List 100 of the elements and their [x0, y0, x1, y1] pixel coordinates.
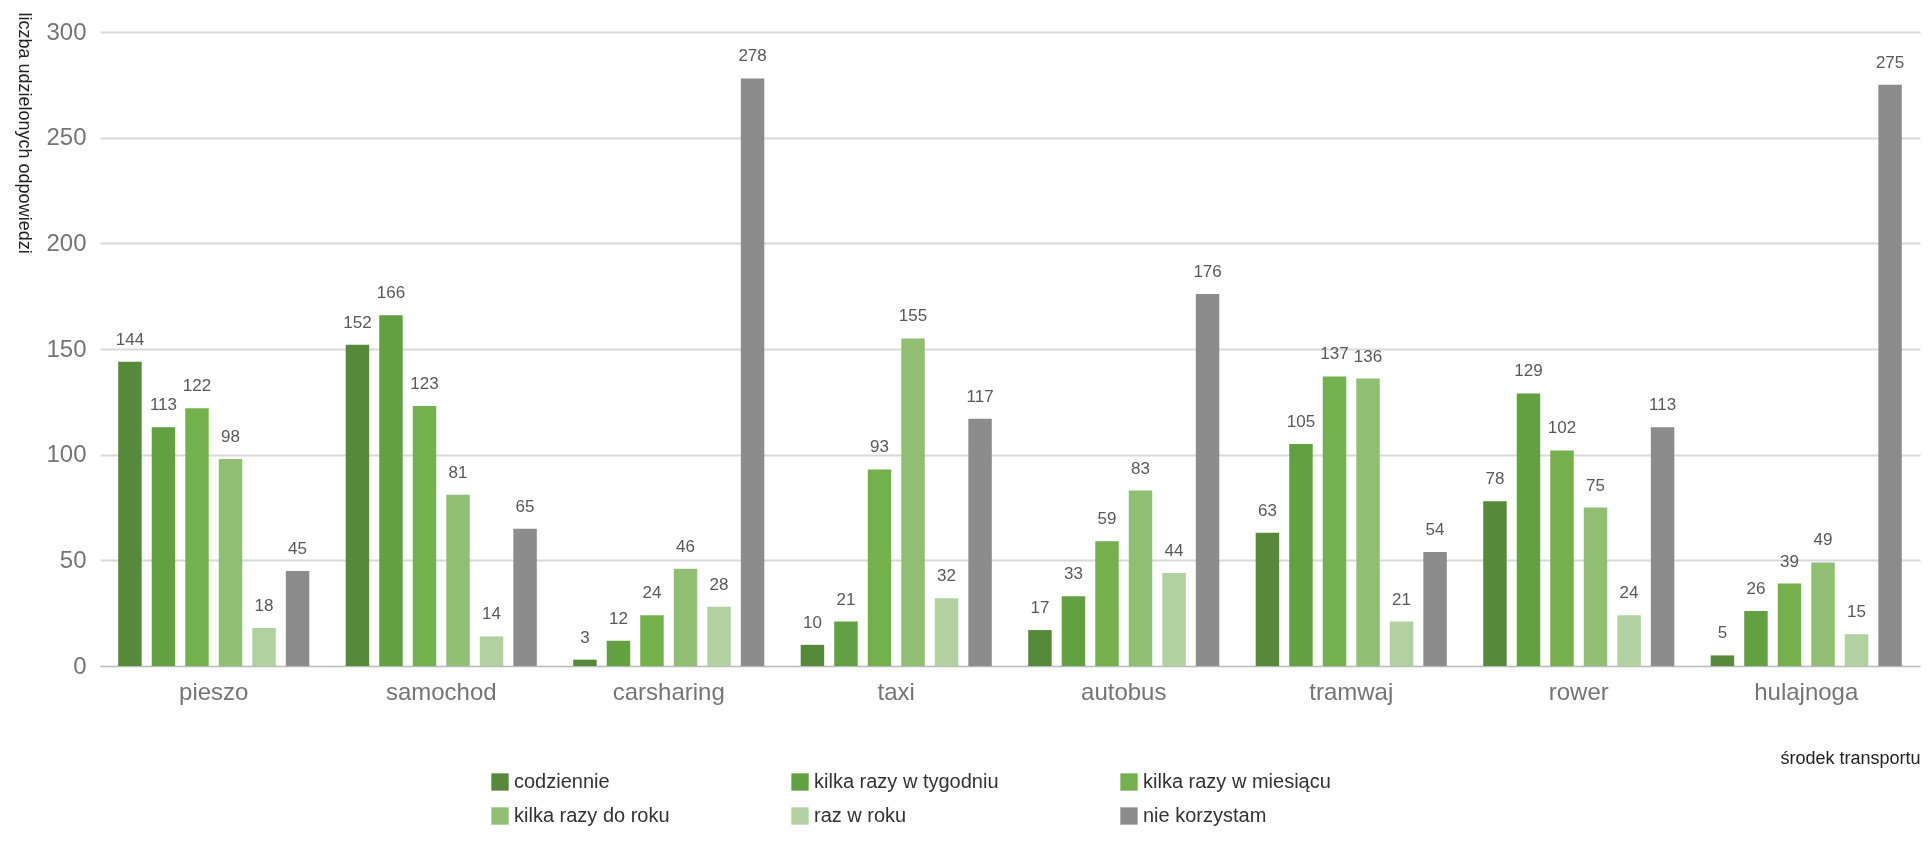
bar — [1583, 507, 1608, 666]
data-label: 155 — [898, 306, 928, 326]
data-label: 54 — [1425, 519, 1445, 539]
bar — [1061, 596, 1086, 666]
bar — [1322, 376, 1347, 666]
data-label: 59 — [1097, 509, 1117, 529]
x-tick-label: autobus — [1081, 677, 1167, 705]
data-label: 102 — [1547, 418, 1577, 438]
bar — [1255, 532, 1280, 666]
bar — [1550, 450, 1574, 666]
bar — [218, 458, 243, 666]
data-label: 65 — [515, 496, 535, 516]
x-axis-title: środek transportu — [1780, 747, 1921, 768]
bar — [1878, 84, 1902, 666]
data-label: 81 — [448, 462, 468, 482]
legend-label: codziennie — [514, 770, 610, 792]
bar — [446, 494, 470, 666]
bar — [412, 406, 437, 666]
legend-label: kilka razy w tygodniu — [814, 770, 999, 792]
data-label: 17 — [1030, 598, 1050, 618]
bar — [1710, 655, 1735, 666]
data-label: 21 — [1392, 589, 1411, 609]
data-label: 144 — [115, 329, 145, 349]
bar — [834, 621, 858, 666]
x-tick-label: carsharing — [612, 677, 725, 705]
data-label: 45 — [288, 538, 308, 558]
y-tick-label: 0 — [73, 651, 87, 679]
bar — [151, 427, 176, 666]
data-label: 93 — [870, 437, 889, 457]
data-label: 152 — [343, 312, 372, 332]
bar — [707, 606, 731, 666]
bar — [285, 570, 310, 666]
y-tick-label: 100 — [46, 440, 87, 468]
legend-label: kilka razy w miesiącu — [1143, 770, 1331, 792]
x-tick-label: hulajnoga — [1754, 677, 1859, 705]
bar — [513, 528, 537, 666]
data-label: 275 — [1875, 52, 1905, 72]
data-label: 21 — [836, 589, 856, 609]
y-tick-label: 200 — [46, 228, 87, 256]
data-label: 166 — [376, 283, 406, 303]
bar — [1744, 611, 1768, 666]
data-label: 26 — [1746, 579, 1766, 599]
data-label: 10 — [802, 612, 822, 632]
data-label: 176 — [1193, 262, 1222, 282]
bar — [379, 315, 403, 666]
data-label: 14 — [482, 604, 501, 624]
data-label: 3 — [580, 627, 590, 647]
bar — [901, 338, 925, 666]
y-tick-label: 300 — [46, 17, 87, 45]
bar — [867, 469, 892, 666]
bar — [1028, 630, 1052, 666]
bar — [606, 640, 631, 666]
data-label: 28 — [709, 574, 729, 594]
data-label: 278 — [738, 46, 767, 66]
bar — [740, 78, 765, 666]
data-label: 113 — [1649, 395, 1677, 415]
data-label: 24 — [642, 583, 662, 603]
data-label: 32 — [937, 566, 956, 586]
y-tick-label: 250 — [46, 123, 87, 151]
bar — [1777, 583, 1802, 666]
data-label: 49 — [1813, 530, 1833, 550]
x-tick-label: tramwaj — [1309, 677, 1394, 705]
data-label: 44 — [1164, 541, 1184, 561]
data-label: 15 — [1847, 602, 1866, 622]
legend-label: nie korzystam — [1143, 804, 1267, 826]
bar — [1516, 393, 1541, 666]
bar — [118, 361, 142, 666]
data-label: 137 — [1320, 344, 1349, 364]
data-label: 83 — [1131, 458, 1150, 478]
bar — [1095, 541, 1119, 666]
legend-label: raz w roku — [814, 804, 907, 826]
data-label: 12 — [609, 608, 628, 628]
data-label: 113 — [149, 395, 178, 415]
data-label: 129 — [1514, 361, 1543, 381]
bar — [968, 418, 992, 666]
x-tick-label: rower — [1548, 677, 1609, 705]
data-label: 123 — [410, 374, 439, 394]
data-label: 33 — [1064, 564, 1083, 584]
data-label: 75 — [1586, 475, 1605, 495]
bar — [1289, 444, 1313, 666]
data-label: 63 — [1257, 500, 1277, 520]
bar — [185, 408, 209, 666]
data-label: 78 — [1485, 469, 1505, 489]
data-label: 117 — [966, 386, 994, 406]
data-label: 24 — [1619, 583, 1639, 603]
x-tick-label: pieszo — [179, 677, 249, 705]
bar — [1128, 490, 1153, 666]
bar — [1617, 615, 1641, 666]
bar — [800, 644, 825, 666]
bar — [1423, 551, 1447, 666]
data-label: 136 — [1353, 346, 1383, 366]
bar — [1356, 378, 1380, 666]
bar — [1195, 294, 1220, 666]
bar — [252, 627, 276, 666]
bar — [1162, 573, 1186, 666]
legend-label: kilka razy do roku — [514, 804, 670, 826]
data-label: 39 — [1780, 551, 1799, 571]
y-tick-label: 50 — [59, 545, 87, 573]
bar — [934, 598, 959, 666]
x-tick-label: samochod — [385, 677, 497, 705]
